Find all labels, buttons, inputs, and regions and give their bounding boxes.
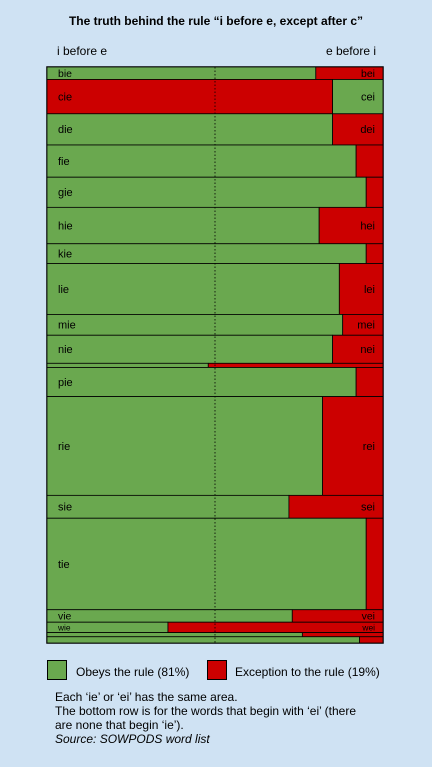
mosaic-ie-cell <box>46 144 357 178</box>
mosaic-ei-label: nei <box>360 344 375 356</box>
mosaic-ie-label: pie <box>58 377 73 389</box>
mosaic-ei-cell <box>332 334 384 364</box>
mosaic-ei-label: cei <box>361 91 375 103</box>
note-line-3: are none that begin ‘ie’). <box>55 718 184 732</box>
mosaic-ie-cell <box>46 113 334 146</box>
mosaic-ei-label: sei <box>361 502 375 514</box>
source-note: Source: SOWPODS word list <box>55 732 210 746</box>
mosaic-ei-cell <box>322 396 384 496</box>
mosaic-ei-cell <box>207 362 384 368</box>
mosaic-ei-cell <box>332 79 384 115</box>
mosaic-ie-cell <box>46 517 367 611</box>
notes: Each ‘ie’ or ‘ei’ has the same area. The… <box>55 690 356 746</box>
mosaic-ie-cell <box>46 66 317 80</box>
mosaic-ie-label: rie <box>58 441 70 453</box>
mosaic-ie-cell <box>46 367 357 397</box>
mosaic-ei-cell <box>332 113 384 146</box>
mosaic-ie-label: vie <box>58 612 72 623</box>
legend-obeys-label: Obeys the rule (81%) <box>76 665 190 679</box>
legend-obeys-swatch <box>47 660 67 680</box>
mosaic-ie-cell <box>46 609 293 623</box>
legend-exception-label: Exception to the rule (19%) <box>235 665 380 679</box>
mosaic-ie-cell <box>46 243 367 264</box>
mosaic-ie-label: hie <box>58 220 73 232</box>
mosaic-ie-cell <box>46 176 367 208</box>
mosaic-ei-label: dei <box>360 124 375 136</box>
mosaic-ei-cell <box>365 517 384 611</box>
mosaic-ie-cell <box>46 79 334 115</box>
mosaic-ie-cell <box>46 632 303 638</box>
mosaic-ie-cell <box>46 396 323 496</box>
mosaic-ei-cell <box>365 176 384 208</box>
mosaic-ie-label: nie <box>58 344 73 356</box>
mosaic-ie-cell <box>46 636 360 644</box>
i-before-e-label: i before e <box>57 44 108 58</box>
mosaic-ei-cell <box>338 263 384 315</box>
mosaic-ie-label: die <box>58 124 73 136</box>
mosaic-ie-cell <box>46 362 209 368</box>
mosaic-ei-label: mei <box>357 320 375 332</box>
mosaic-ie-cell <box>46 334 334 364</box>
mosaic-ei-cell <box>355 367 384 397</box>
mosaic-ei-label: lei <box>364 284 375 296</box>
e-before-i-label: e before i <box>325 44 376 58</box>
mosaic-ei-cell <box>167 621 384 634</box>
mosaic-ei-label: wei <box>361 622 375 632</box>
mosaic-ie-label: tie <box>58 559 70 571</box>
mosaic-ie-label: gie <box>58 187 73 199</box>
note-line-1: Each ‘ie’ or ‘ei’ has the same area. <box>55 690 238 704</box>
mosaic-ie-cell <box>46 263 340 315</box>
mosaic-ei-cell <box>301 632 384 638</box>
mosaic-ei-label: rei <box>363 441 375 453</box>
mosaic-ie-label: fie <box>58 156 70 168</box>
mosaic-ie-label: mie <box>58 320 76 332</box>
mosaic-ie-cell <box>46 494 290 519</box>
mosaic-ie-label: sie <box>58 502 72 514</box>
mosaic-ei-label: bei <box>361 69 375 80</box>
mosaic-ie-cell <box>46 206 320 245</box>
note-line-2: The bottom row is for the words that beg… <box>55 704 357 718</box>
mosaic-ie-label: lie <box>58 284 69 296</box>
legend-exception-swatch <box>207 660 227 680</box>
mosaic-ie-label: cie <box>58 91 72 103</box>
chart-title: The truth behind the rule “i before e, e… <box>68 14 364 28</box>
mosaic-ei-label: hei <box>360 220 375 232</box>
mosaic-ie-label: wie <box>57 622 71 632</box>
mosaic-ei-label: vei <box>362 612 375 623</box>
mosaic-ei-cell <box>355 144 384 178</box>
mosaic-ie-cell <box>46 314 344 336</box>
mosaic-ie-label: bie <box>58 69 72 80</box>
mosaic-ei-cell <box>365 243 384 264</box>
mosaic-ie-label: kie <box>58 248 72 260</box>
mosaic-ei-cell <box>359 636 384 644</box>
